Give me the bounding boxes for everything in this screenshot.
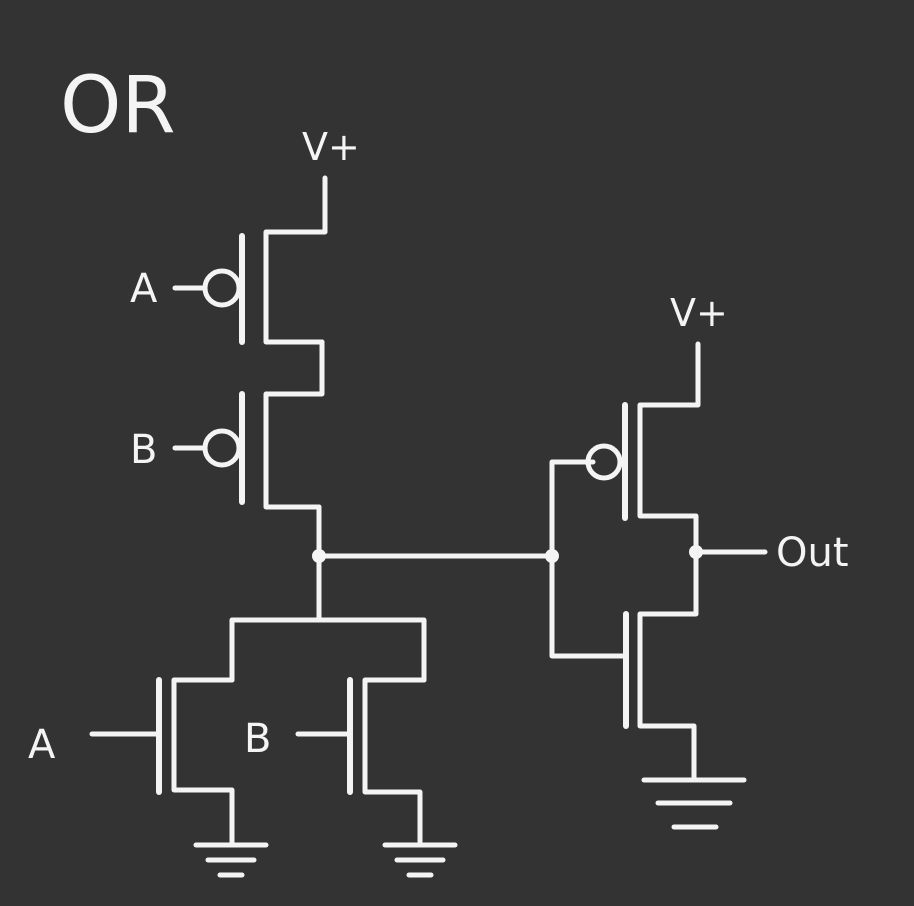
output-node — [689, 545, 768, 559]
ground-icon — [382, 842, 458, 878]
nmos-parallel-branch — [229, 617, 427, 683]
nmos-a-input-label: A — [28, 722, 56, 768]
nmos-transistor-a — [89, 677, 235, 845]
nmos-b-input-label: B — [244, 716, 271, 762]
internal-node — [312, 504, 559, 621]
pmos-transistor-b — [172, 339, 325, 510]
junction-dot — [312, 549, 326, 563]
inverter-input-wiring — [549, 459, 626, 659]
pmos-b-input-label: B — [130, 427, 157, 473]
pmos-transistor-a — [172, 175, 328, 345]
vplus-label-right: V+ — [670, 291, 728, 335]
diagram-title: OR — [60, 61, 176, 151]
ground-icon — [641, 777, 747, 830]
junction-dot — [689, 545, 703, 559]
vplus-label-left: V+ — [302, 125, 360, 169]
ground-icon — [193, 842, 269, 878]
nmos-transistor-b — [295, 677, 427, 845]
pmos-a-input-label: A — [130, 266, 158, 312]
inverter-nmos — [623, 551, 699, 781]
inverter-pmos — [585, 341, 701, 557]
output-label: Out — [776, 530, 849, 576]
